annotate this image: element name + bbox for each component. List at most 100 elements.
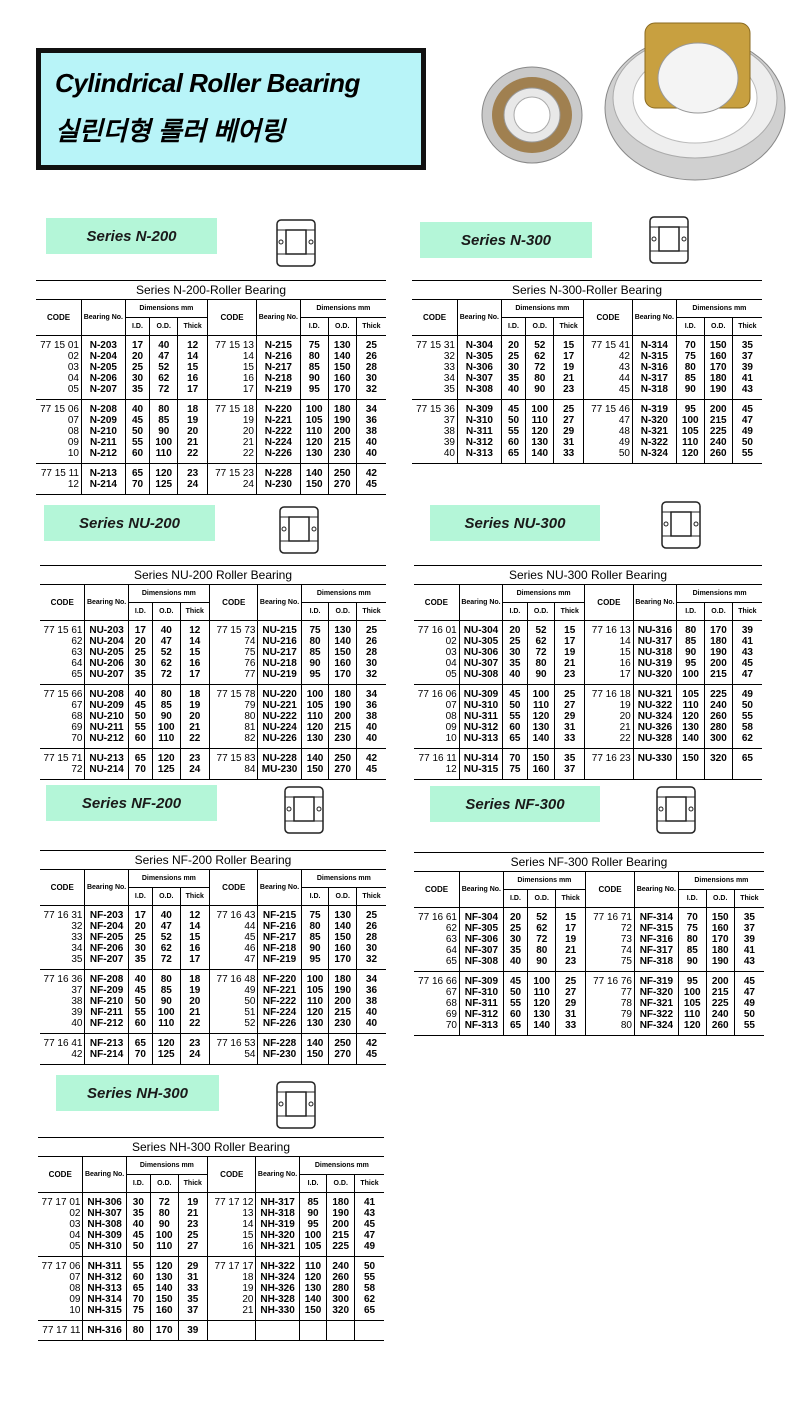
id-cell: 100: [676, 669, 706, 685]
bearing-no-cell: NF-309: [459, 971, 504, 987]
od-cell: 180: [704, 636, 733, 647]
id-cell: 50: [125, 1241, 151, 1257]
od-cell: 100: [525, 399, 555, 415]
thick-cell: 12: [177, 335, 208, 351]
od-cell: 225: [326, 1241, 356, 1257]
col-bearing: Bearing No.: [457, 299, 502, 336]
code-cell: 77 16 13: [584, 620, 634, 636]
bearing-cross-section-icon: [655, 785, 697, 840]
bearing-no-cell: NU-215: [257, 620, 302, 636]
code-cell: [584, 764, 634, 780]
bearing-no-cell: [632, 764, 678, 780]
thick-cell: 25: [554, 684, 585, 700]
code-cell: 05: [38, 1241, 84, 1257]
id-cell: [676, 764, 706, 780]
od-cell: 130: [149, 1272, 179, 1283]
od-cell: 120: [151, 1033, 181, 1049]
id-cell: 75: [125, 1305, 151, 1321]
od-cell: 62: [526, 636, 556, 647]
id-cell: 75: [300, 905, 330, 921]
id-cell: 105: [300, 985, 330, 996]
bearing-no-cell: NH-308: [82, 1219, 127, 1230]
id-cell: 110: [300, 996, 330, 1007]
table-row: 12 NU-315 75 160 37: [414, 764, 762, 780]
title-banner: Cylindrical Roller Bearing 실린더형 롤러 베어링: [36, 48, 426, 170]
thick-cell: 27: [554, 700, 585, 711]
code-cell: 38: [40, 996, 86, 1007]
id-cell: 80: [125, 1320, 151, 1341]
id-cell: 120: [299, 437, 329, 448]
col-code: CODE: [36, 299, 82, 336]
bearing-table: Series NU-200 Roller Bearing CODE Bearing …: [40, 565, 386, 780]
col-code: CODE: [40, 584, 86, 621]
id-cell: 85: [676, 636, 706, 647]
od-cell: 47: [149, 351, 179, 362]
od-cell: 100: [151, 722, 181, 733]
thick-cell: 55: [733, 1020, 764, 1036]
id-cell: 150: [299, 479, 329, 495]
code-cell: 47: [209, 954, 259, 970]
bearing-no-cell: N-222: [256, 426, 301, 437]
thick-cell: 38: [356, 711, 386, 722]
thick-cell: 43: [733, 956, 764, 972]
code-cell: 81: [209, 722, 259, 733]
id-cell: 35: [127, 954, 153, 970]
col-od: O.D.: [527, 889, 557, 908]
thick-cell: 23: [179, 1033, 211, 1049]
code-cell: 13: [207, 1208, 257, 1219]
code-cell: 80: [585, 1020, 635, 1036]
code-cell: 75: [585, 956, 635, 972]
col-dimensions: Dimensions mm: [502, 584, 585, 603]
thick-cell: 40: [356, 722, 386, 733]
code-cell: 77 17 01: [38, 1192, 84, 1208]
bearing-no-cell: N-206: [81, 373, 126, 384]
thick-cell: 28: [356, 932, 386, 943]
code-cell: 77 15 11: [36, 463, 82, 479]
od-cell: 170: [328, 669, 358, 685]
od-cell: 190: [326, 1208, 356, 1219]
bearing-no-cell: NF-317: [634, 945, 679, 956]
thick-cell: 39: [731, 620, 762, 636]
id-cell: 120: [300, 722, 330, 733]
code-cell: 79: [585, 1009, 635, 1020]
id-cell: 40: [127, 969, 153, 985]
bearing-no-cell: N-226: [256, 448, 301, 464]
bearing-no-cell: NU-210: [84, 711, 129, 722]
bearing-no-cell: N-312: [457, 437, 502, 448]
bearing-no-cell: N-324: [632, 448, 677, 464]
od-cell: 270: [327, 479, 357, 495]
table-row: 64 NU-206 30 62 16 76 NU-218 90 160 30: [40, 658, 386, 669]
table-title: Series NF-200 Roller Bearing: [40, 850, 386, 870]
od-cell: 72: [149, 1192, 179, 1208]
table-row: 77 15 66 NU-208 40 80 18 77 15 78 NU-220 100 180…: [40, 684, 386, 700]
thick-cell: 45: [731, 658, 762, 669]
thick-cell: 23: [554, 669, 585, 685]
bearing-no-cell: NF-212: [84, 1018, 129, 1034]
od-cell: 240: [704, 700, 733, 711]
bearing-no-cell: N-316: [632, 362, 677, 373]
od-cell: 80: [151, 969, 181, 985]
id-cell: 45: [127, 700, 153, 711]
code-cell: 77 17 12: [207, 1192, 257, 1208]
code-cell: 62: [414, 923, 460, 934]
od-cell: 225: [703, 426, 733, 437]
id-cell: 20: [502, 620, 528, 636]
id-cell: 120: [298, 1272, 328, 1283]
code-cell: 77 15 83: [209, 748, 259, 764]
thick-cell: 62: [731, 733, 762, 749]
code-cell: 62: [40, 636, 86, 647]
code-cell: 72: [40, 764, 86, 780]
thick-cell: 21: [553, 373, 584, 384]
code-cell: 77 15 18: [207, 399, 257, 415]
code-cell: 50: [583, 448, 633, 464]
series-label-text: Series N-200: [86, 227, 177, 245]
col-id: I.D.: [125, 317, 151, 336]
bearing-no-cell: N-307: [457, 373, 502, 384]
id-cell: 25: [127, 647, 153, 658]
id-cell: 85: [300, 932, 330, 943]
code-cell: 74: [585, 945, 635, 956]
id-cell: 90: [675, 384, 705, 400]
od-cell: 270: [328, 1049, 358, 1065]
col-bearing: Bearing No.: [84, 584, 129, 621]
od-cell: 52: [527, 907, 557, 923]
